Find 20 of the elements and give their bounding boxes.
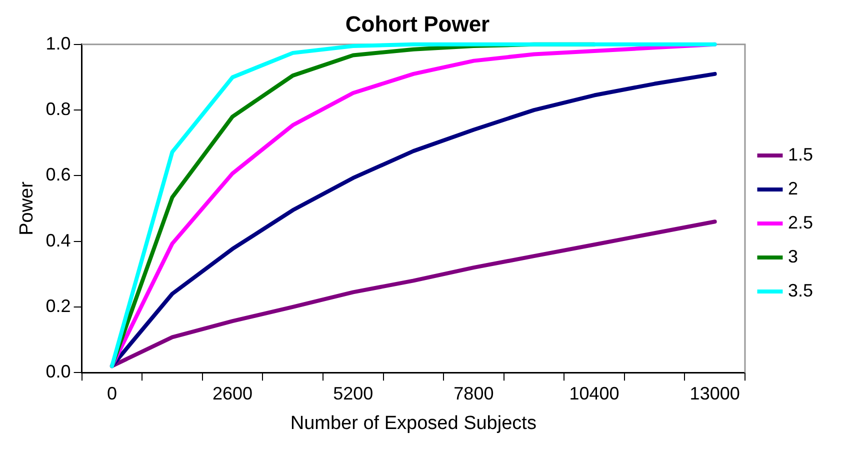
legend-label: 3.5 — [788, 280, 814, 300]
x-axis-title: Number of Exposed Subjects — [290, 412, 536, 434]
x-tick-label: 7800 — [454, 383, 494, 404]
legend-label: 2 — [788, 178, 798, 198]
x-tick-label: 5200 — [333, 383, 374, 404]
y-tick-label: 0.6 — [46, 164, 71, 185]
legend-label: 3 — [788, 246, 798, 266]
legend-label: 2.5 — [788, 212, 814, 232]
y-tick-label: 1.0 — [46, 33, 71, 54]
x-tick-label: 10400 — [569, 383, 620, 404]
x-tick-label: 2600 — [212, 383, 253, 404]
y-axis-title: Power — [16, 180, 38, 236]
y-tick-label: 0.2 — [46, 296, 71, 316]
x-tick-label: 13000 — [690, 383, 740, 404]
x-tick-label: 0 — [106, 383, 117, 404]
y-tick-label: 0.0 — [46, 362, 71, 382]
legend-label: 1.5 — [788, 144, 814, 164]
chart-title: Cohort Power — [345, 11, 490, 36]
y-tick-label: 0.8 — [46, 99, 71, 120]
y-tick-label: 0.4 — [46, 230, 71, 250]
